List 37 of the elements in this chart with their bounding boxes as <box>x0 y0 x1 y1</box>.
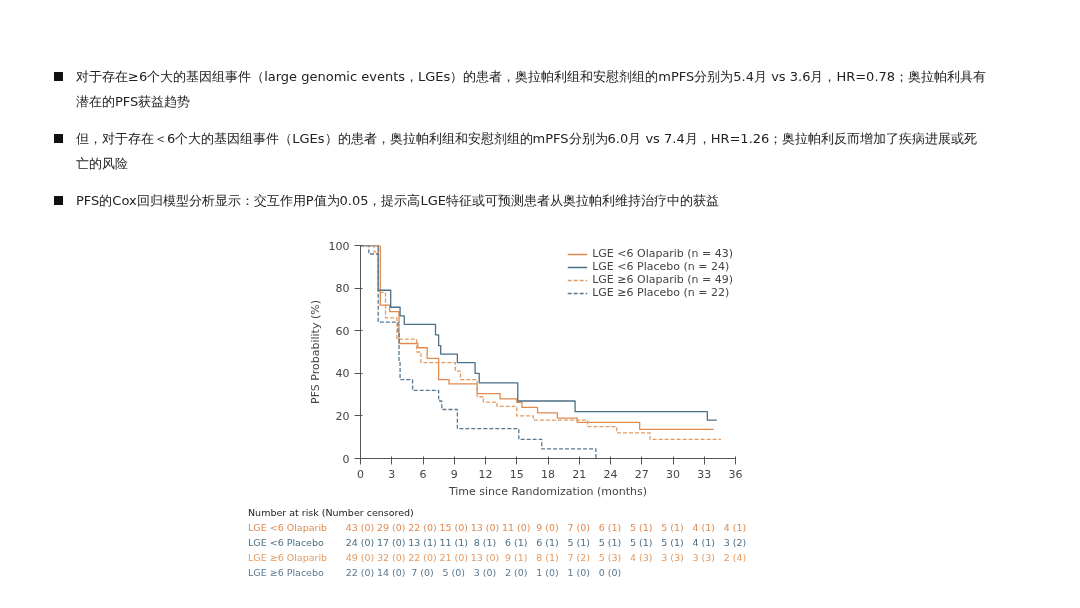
x-tick-label: 30 <box>666 467 680 481</box>
text: Number at risk (Number censored) <box>248 506 414 520</box>
y-tick-label: 60 <box>335 324 350 338</box>
x-tick-label: 36 <box>728 467 743 481</box>
x-tick-label: 15 <box>509 467 524 481</box>
text: PFS的Cox回归模型分析显示：交互作用P值为0.05，提示高LGE特征或可预测患者从奥拉帕利维持治疗中的获益 <box>76 192 719 210</box>
x-tick-label: 0 <box>357 467 364 481</box>
text: LGE ≥6 Placebo <box>248 566 324 580</box>
y-tick-label: 100 <box>328 239 350 253</box>
x-axis-title: Time since Randomization (months) <box>447 484 648 498</box>
y-axis-title: PFS Probability (%) <box>308 300 322 404</box>
text: 对于存在≥6个大的基因组事件（large genomic events，LGEs）的患者，奥拉帕利组和安慰剂组的mPFS分别为5.4月 vs 3.6月，HR=0.78；奥拉帕利具有潜在的PFS获益趋势 <box>76 68 988 111</box>
x-tick-label: 3 <box>388 467 396 481</box>
x-tick-label: 9 <box>450 467 458 481</box>
x-tick-label: 27 <box>634 467 649 481</box>
legend-label: LGE ≥6 Placebo (n = 22) <box>592 286 730 299</box>
legend-label: LGE <6 Placebo (n = 24) <box>592 260 730 273</box>
text: 但，对于存在＜6个大的基因组事件（LGEs）的患者，奥拉帕利组和安慰剂组的mPFS分别为6.0月 vs 7.4月，HR=1.26；奥拉帕利反而增加了疾病进展或死亡的风险 <box>76 130 979 173</box>
y-tick-label: 20 <box>335 409 350 423</box>
x-tick-label: 12 <box>478 467 493 481</box>
x-tick-label: 6 <box>419 467 427 481</box>
x-tick-label: 24 <box>603 467 618 481</box>
y-tick-label: 0 <box>342 452 350 466</box>
y-tick-label: 40 <box>335 367 350 381</box>
text: LGE <6 Olaparib <box>248 521 328 535</box>
y-tick-label: 80 <box>335 282 350 296</box>
x-tick-label: 18 <box>541 467 555 481</box>
text: 22 (0) 14 (0) 7 (0) 5 (0) 3 (0) 2 (0) 1 (0) 1 (0) 0 (0) <box>345 567 622 578</box>
text: 43 (0) 29 (0) 22 (0) 15 (0) 13 (0) 11 (0) 9 (0) 7 (0) 6 (1) 5 (1) 5 (1) 4 (1) 4 (1) <box>345 522 747 533</box>
text: 24 (0) 17 (0) 13 (1) 11 (1) 8 (1) 6 (1) 6 (1) 5 (1) 5 (1) 5 (1) 5 (1) 4 (1) 3 (2) <box>345 537 747 548</box>
x-tick-label: 21 <box>572 467 587 481</box>
x-tick-label: 33 <box>697 467 712 481</box>
text: LGE <6 Placebo <box>248 536 324 550</box>
text: LGE ≥6 Olaparib <box>248 551 328 565</box>
text: 49 (0) 32 (0) 22 (0) 21 (0) 13 (0) 9 (1) 8 (1) 7 (2) 5 (3) 4 (3) 3 (3) 3 (3) 2 (4) <box>345 552 747 563</box>
legend-label: LGE ≥6 Olaparib (n = 49) <box>592 273 733 286</box>
legend-label: LGE <6 Olaparib (n = 43) <box>592 247 733 260</box>
